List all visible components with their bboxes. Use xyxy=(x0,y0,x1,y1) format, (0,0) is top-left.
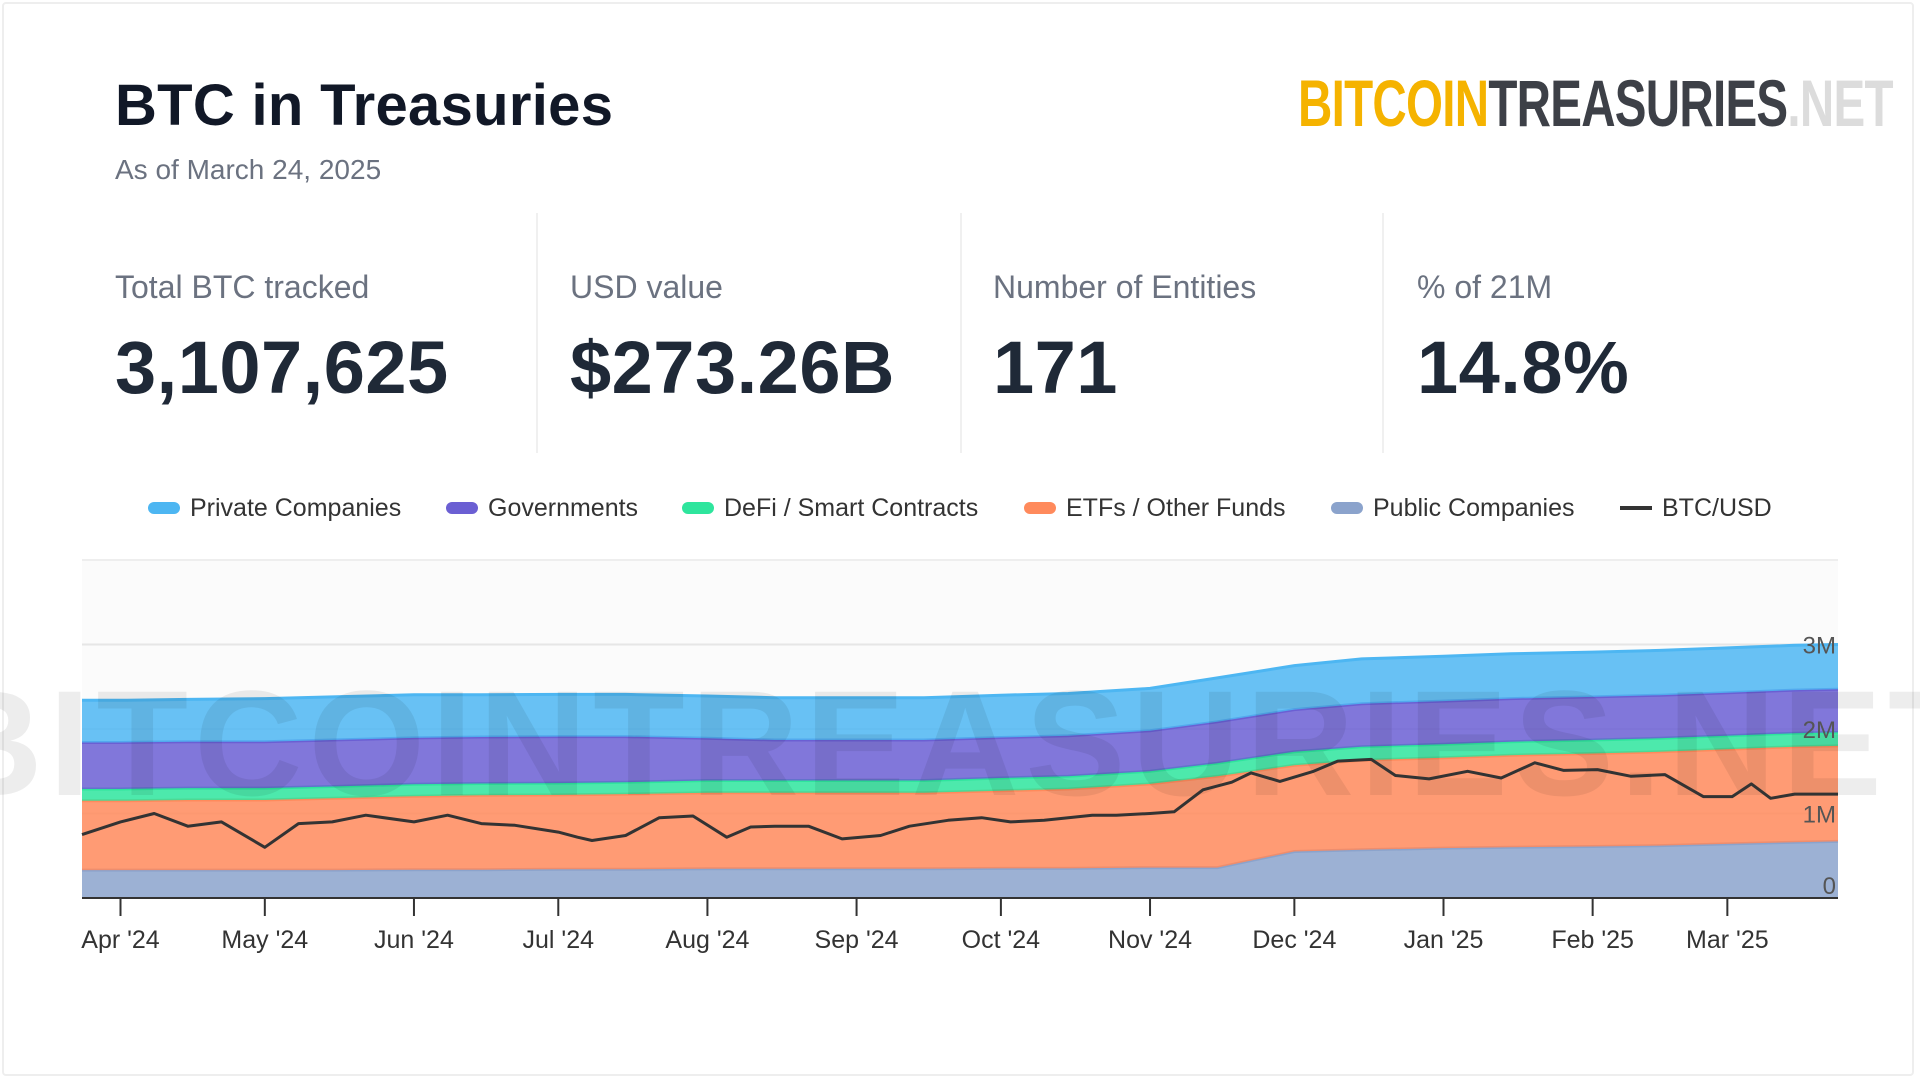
legend-item-private-companies[interactable]: Private Companies xyxy=(148,490,401,526)
x-tick-label: Jun '24 xyxy=(374,926,454,954)
legend-item-public-companies[interactable]: Public Companies xyxy=(1331,490,1575,526)
legend-swatch xyxy=(148,502,180,514)
stat-divider xyxy=(536,213,538,453)
page-title: BTC in Treasuries xyxy=(115,73,614,138)
stats-row: Total BTC tracked 3,107,625 USD value $2… xyxy=(0,213,1920,453)
legend-label: Private Companies xyxy=(190,493,402,522)
stat-divider xyxy=(960,213,962,453)
stat-label: % of 21M xyxy=(1417,269,1553,305)
stat-divider xyxy=(1382,213,1384,453)
area-edge-private xyxy=(82,643,1839,702)
x-tick-label: Feb '25 xyxy=(1551,926,1634,954)
logo-part-bitcoin: BITCOIN xyxy=(1298,66,1489,140)
y-tick-label: 0 xyxy=(1823,873,1836,900)
legend-label: DeFi / Smart Contracts xyxy=(724,493,979,522)
stat-label: USD value xyxy=(570,269,723,305)
x-tick-label: Jul '24 xyxy=(523,926,595,954)
y-tick-label: 1M xyxy=(1803,802,1836,829)
legend-label: BTC/USD xyxy=(1662,493,1772,522)
stat-value: 171 xyxy=(993,326,1118,409)
logo-part-net: .NET xyxy=(1787,66,1893,140)
stat-label: Number of Entities xyxy=(993,269,1257,305)
legend-item-defi[interactable]: DeFi / Smart Contracts xyxy=(682,490,978,526)
x-tick-label: Aug '24 xyxy=(665,926,749,954)
legend-line xyxy=(1620,506,1652,510)
chart-watermark: BITCOINTREASURIES.NET xyxy=(0,659,1920,827)
legend-swatch xyxy=(682,502,714,514)
area-private xyxy=(82,644,1838,743)
legend-label: Governments xyxy=(488,493,639,522)
x-tick-label: Apr '24 xyxy=(81,926,160,954)
x-tick-label: Dec '24 xyxy=(1252,926,1336,954)
treasuries-chart: BITCOINTREASURIES.NET Apr '24 May '24 Jun '… xyxy=(0,559,1920,954)
legend-swatch xyxy=(1024,502,1056,514)
x-tick-label: Oct '24 xyxy=(962,926,1041,954)
legend-item-governments[interactable]: Governments xyxy=(446,490,638,526)
stat-value: $273.26B xyxy=(570,326,895,409)
y-tick-label: 3M xyxy=(1803,633,1836,660)
y-tick-label: 2M xyxy=(1803,717,1836,744)
legend-swatch xyxy=(446,502,478,514)
stat-value: 14.8% xyxy=(1417,326,1630,409)
logo-part-treasuries: TREASURIES xyxy=(1488,66,1788,140)
bitcointreasuries-logo[interactable]: BITCOINTREASURIES.NET xyxy=(1298,70,1893,136)
btc-usd-line xyxy=(81,757,1838,849)
x-tick-label: May '24 xyxy=(221,926,308,954)
x-tick-label: Sep '24 xyxy=(815,926,899,954)
stat-label: Total BTC tracked xyxy=(115,269,370,305)
legend-label: ETFs / Other Funds xyxy=(1066,493,1286,522)
x-tick-label: Jan '25 xyxy=(1404,926,1484,954)
legend-label: Public Companies xyxy=(1373,493,1575,522)
x-tick-label: Nov '24 xyxy=(1108,926,1192,954)
legend-swatch xyxy=(1331,502,1363,514)
as-of-date: As of March 24, 2025 xyxy=(115,154,382,185)
legend-item-etfs[interactable]: ETFs / Other Funds xyxy=(1024,490,1286,526)
legend-item-btc-usd[interactable]: BTC/USD xyxy=(1620,490,1772,526)
chart-legend: Private Companies Governments DeFi / Sma… xyxy=(0,490,1920,526)
x-tick-label: Mar '25 xyxy=(1686,926,1769,954)
stat-value: 3,107,625 xyxy=(115,326,449,409)
